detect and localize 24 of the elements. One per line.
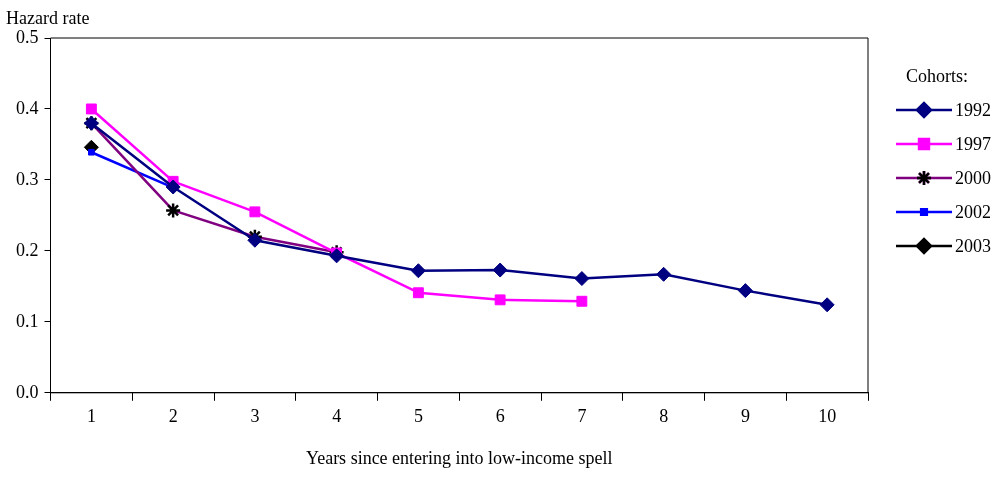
y-tick-label: 0.1 <box>16 310 39 331</box>
x-axis-title: Years since entering into low-income spell <box>305 447 613 468</box>
legend-title: Cohorts: <box>906 66 969 86</box>
x-tick-label: 2 <box>168 406 178 427</box>
x-tick-label: 1 <box>86 406 96 427</box>
x-tick-label: 10 <box>818 406 837 427</box>
x-tick-label: 7 <box>577 406 587 427</box>
legend-label: 1997 <box>955 133 991 154</box>
x-tick-label: 9 <box>740 406 750 427</box>
x-tick-label: 5 <box>413 406 423 427</box>
x-tick-label: 8 <box>659 406 669 427</box>
legend-label: 1992 <box>955 99 991 120</box>
x-tick-label: 6 <box>495 406 505 427</box>
legend-label: 2002 <box>955 201 991 222</box>
x-tick-label: 3 <box>250 406 260 427</box>
y-tick-label: 0.4 <box>16 97 39 118</box>
y-tick-label: 0.3 <box>16 168 39 189</box>
legend-label: 2000 <box>955 167 991 188</box>
y-tick-label: 0.0 <box>16 381 39 402</box>
y-tick-label: 0.2 <box>16 239 39 260</box>
legend-label: 2003 <box>955 235 991 256</box>
y-tick-label: 0.5 <box>16 26 39 47</box>
x-tick-label: 4 <box>332 406 342 427</box>
y-axis-title: Hazard rate <box>6 8 90 28</box>
